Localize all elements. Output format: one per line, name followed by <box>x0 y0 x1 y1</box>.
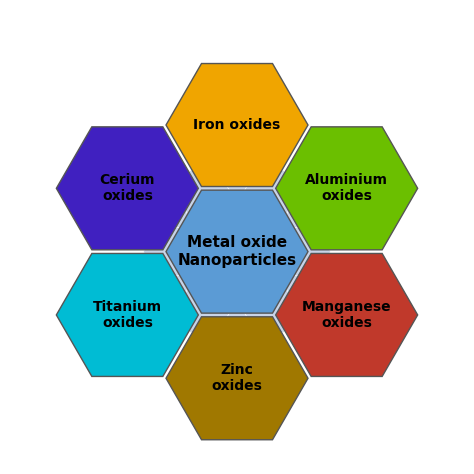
Polygon shape <box>242 284 298 333</box>
Polygon shape <box>56 127 198 250</box>
Polygon shape <box>156 182 318 321</box>
Text: Titanium
oxides: Titanium oxides <box>93 300 162 330</box>
Polygon shape <box>191 273 283 352</box>
Polygon shape <box>244 182 335 261</box>
Polygon shape <box>166 64 308 186</box>
Polygon shape <box>176 284 232 333</box>
Polygon shape <box>166 317 308 440</box>
Polygon shape <box>244 243 335 321</box>
Text: Cerium
oxides: Cerium oxides <box>100 173 155 203</box>
Polygon shape <box>276 254 418 376</box>
Polygon shape <box>166 190 308 313</box>
Text: Zinc
oxides: Zinc oxides <box>211 363 263 393</box>
Polygon shape <box>144 228 199 276</box>
Polygon shape <box>139 243 230 321</box>
Text: Manganese
oxides: Manganese oxides <box>302 300 392 330</box>
Text: Iron oxides: Iron oxides <box>193 118 281 132</box>
Text: Metal oxide
Nanoparticles: Metal oxide Nanoparticles <box>177 236 297 268</box>
Polygon shape <box>176 171 232 219</box>
Polygon shape <box>191 152 283 230</box>
Polygon shape <box>276 127 418 250</box>
Polygon shape <box>139 182 230 261</box>
Polygon shape <box>56 254 198 376</box>
Polygon shape <box>275 228 330 276</box>
Text: Aluminium
oxides: Aluminium oxides <box>305 173 388 203</box>
Polygon shape <box>242 171 298 219</box>
